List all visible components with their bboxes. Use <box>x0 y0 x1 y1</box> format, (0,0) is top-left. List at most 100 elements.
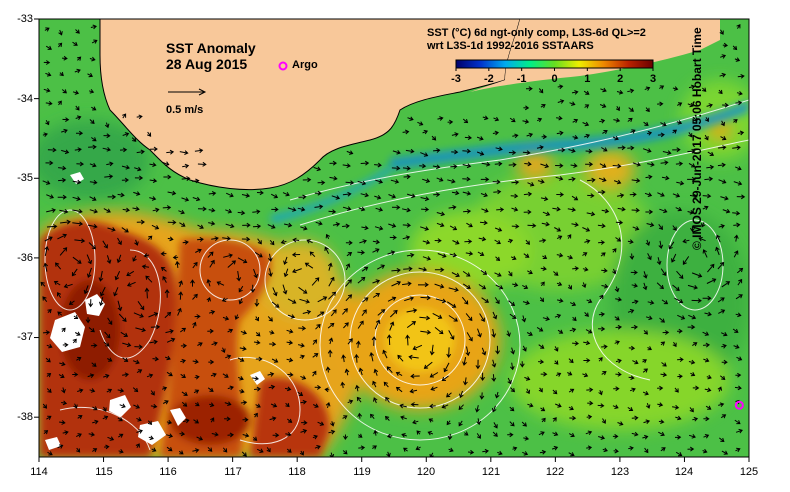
current-vector <box>597 403 605 409</box>
current-vector <box>99 296 104 307</box>
y-tick-label: -34 <box>17 93 33 105</box>
current-vector <box>585 430 593 435</box>
current-vector <box>192 321 197 329</box>
current-vector <box>192 293 198 300</box>
current-vector <box>702 448 708 454</box>
current-vector <box>90 343 98 348</box>
current-vector <box>72 338 77 344</box>
current-vector <box>225 354 232 359</box>
current-vector <box>162 205 172 210</box>
current-vector <box>732 45 738 51</box>
current-vector <box>441 404 449 409</box>
current-vector <box>493 116 500 122</box>
current-vector <box>627 117 633 122</box>
current-vector <box>567 371 573 376</box>
current-vector <box>660 160 669 166</box>
current-vector <box>55 262 62 270</box>
current-vector <box>114 270 121 281</box>
current-vector <box>733 119 738 124</box>
current-vector <box>628 107 635 112</box>
current-vector <box>227 328 234 333</box>
current-vector <box>221 347 226 354</box>
current-vector <box>306 239 313 244</box>
current-vector <box>658 431 665 437</box>
current-vector <box>475 405 480 413</box>
current-vector <box>47 308 52 314</box>
current-vector <box>313 166 322 172</box>
current-vector <box>361 225 369 231</box>
current-vector <box>267 253 273 262</box>
current-vector <box>703 416 710 422</box>
current-vector <box>555 163 564 169</box>
current-vector <box>160 266 167 272</box>
current-vector <box>181 197 190 202</box>
current-vector <box>241 236 251 242</box>
current-vector <box>328 337 334 345</box>
current-vector <box>718 437 725 443</box>
current-vector <box>287 207 297 212</box>
current-vector <box>733 180 743 186</box>
current-vector <box>702 249 708 258</box>
current-vector <box>376 264 385 270</box>
current-vector <box>599 118 606 124</box>
current-vector <box>524 376 531 381</box>
current-vector <box>315 220 323 226</box>
current-vector <box>402 235 411 241</box>
current-vector <box>43 60 51 65</box>
current-vector <box>661 362 667 367</box>
current-vector <box>283 268 289 278</box>
current-vector <box>89 196 97 201</box>
current-vector <box>632 359 639 365</box>
current-vector <box>627 88 635 94</box>
current-vector <box>342 415 348 420</box>
current-vector <box>61 55 68 61</box>
current-vector <box>341 354 346 363</box>
current-vector <box>327 322 335 329</box>
current-vector <box>554 227 562 232</box>
current-vector <box>542 316 550 321</box>
current-vector <box>375 207 384 212</box>
current-vector <box>582 121 590 127</box>
current-vector <box>76 56 82 61</box>
current-vector <box>403 266 413 272</box>
current-vector <box>298 194 307 200</box>
current-vector <box>601 418 606 424</box>
x-tick-label: 118 <box>288 466 306 478</box>
current-vector <box>280 239 287 245</box>
current-vector <box>149 162 157 168</box>
current-vector <box>237 210 246 216</box>
current-vector <box>179 150 189 155</box>
current-vector <box>569 327 577 333</box>
current-vector <box>402 281 412 287</box>
current-vector <box>556 115 563 121</box>
current-vector <box>434 238 442 244</box>
current-vector <box>89 179 98 185</box>
current-vector <box>136 369 143 374</box>
current-vector <box>567 284 572 290</box>
current-vector <box>369 352 375 362</box>
current-vector <box>540 281 545 287</box>
current-vector <box>586 211 596 217</box>
current-vector <box>412 419 419 425</box>
current-vector <box>643 121 649 126</box>
current-vector <box>646 130 653 136</box>
current-vector <box>585 329 593 334</box>
colorbar <box>455 59 654 71</box>
current-vector <box>286 357 294 363</box>
current-vector <box>104 331 111 339</box>
current-vector <box>238 285 244 293</box>
current-vector <box>377 309 386 316</box>
current-vector <box>216 281 225 286</box>
current-vector <box>239 388 245 394</box>
current-vector <box>647 346 652 351</box>
current-vector <box>91 106 97 111</box>
current-vector <box>412 344 423 351</box>
current-vector <box>372 239 380 245</box>
current-vector <box>525 86 533 92</box>
current-vector <box>150 390 155 396</box>
colorbar-tick-label: 3 <box>649 73 657 85</box>
current-vector <box>419 163 427 169</box>
current-vector <box>660 447 666 452</box>
current-vector <box>126 281 136 287</box>
